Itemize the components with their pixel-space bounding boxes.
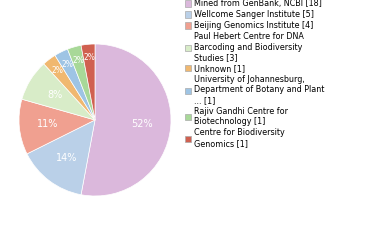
Text: 14%: 14% xyxy=(56,153,77,163)
Wedge shape xyxy=(81,44,171,196)
Text: 8%: 8% xyxy=(48,90,63,100)
Wedge shape xyxy=(44,55,95,120)
Wedge shape xyxy=(55,49,95,120)
Wedge shape xyxy=(19,99,95,154)
Text: 2%: 2% xyxy=(83,54,95,62)
Legend: Mined from GenBank, NCBI [18], Wellcome Sanger Institute [5], Beijing Genomics I: Mined from GenBank, NCBI [18], Wellcome … xyxy=(185,0,325,148)
Text: 11%: 11% xyxy=(37,119,59,129)
Wedge shape xyxy=(27,120,95,195)
Text: 2%: 2% xyxy=(52,66,63,75)
Wedge shape xyxy=(81,44,95,120)
Text: 52%: 52% xyxy=(131,119,153,129)
Wedge shape xyxy=(68,45,95,120)
Wedge shape xyxy=(22,64,95,120)
Text: 2%: 2% xyxy=(72,55,84,65)
Text: 2%: 2% xyxy=(61,60,73,69)
